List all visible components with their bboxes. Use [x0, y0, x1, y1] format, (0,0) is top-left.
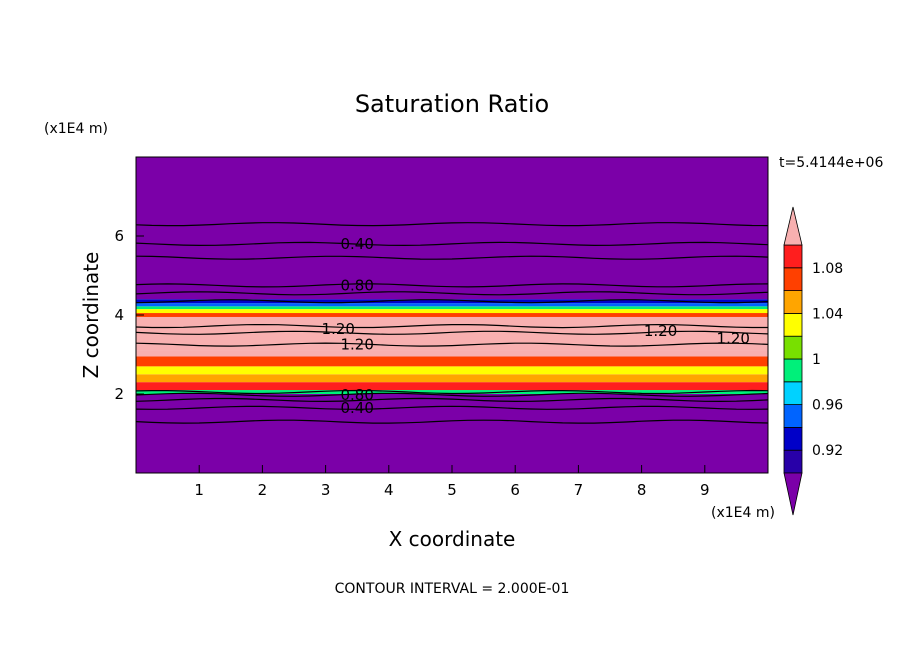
y-axis: 2 4 6 — [114, 227, 144, 403]
colorbar-tick-0.92: 0.92 — [812, 443, 843, 459]
band-1 — [136, 390, 768, 394]
colorbar-tick-1: 1 — [812, 352, 821, 368]
contour-line-1 — [135, 405, 769, 410]
colorbar-top-arrow — [783, 206, 803, 246]
band-6 — [136, 350, 768, 357]
colorbar-box-2 — [783, 404, 803, 428]
contour-line-5 — [135, 342, 769, 347]
colorbar-tick-1.04: 1.04 — [812, 306, 843, 322]
contour-line-2 — [135, 397, 769, 403]
contour-line-7 — [135, 323, 768, 329]
contour-label-1: 0.80 — [340, 276, 373, 294]
contour-line-8 — [135, 299, 769, 304]
colorbar-bottom-arrow — [783, 472, 803, 516]
contour-labels: 0.400.801.201.201.20 1.200.800.40 — [322, 235, 750, 417]
band-5 — [136, 356, 768, 367]
band-13 — [136, 157, 768, 300]
x-tick-label-9: 9 — [700, 481, 710, 499]
x-tick-label-6: 6 — [510, 481, 520, 499]
x-axis-label: X coordinate — [389, 527, 516, 551]
contour-line-13 — [135, 222, 769, 227]
x-tick-label-5: 5 — [447, 481, 457, 499]
contour-interval-label: CONTOUR INTERVAL = 2.000E-01 — [335, 581, 570, 597]
contour-label-3: 1.20 — [340, 336, 373, 354]
contour-line-9 — [135, 291, 769, 296]
contour-line-6 — [135, 330, 769, 335]
band-12 — [136, 299, 768, 304]
plot-area — [136, 157, 768, 473]
time-label: t=5.4144e+06 — [779, 155, 883, 171]
y-axis-label: Z coordinate — [79, 252, 103, 379]
x-tick-label-7: 7 — [574, 481, 584, 499]
contour-label-2: 1.20 — [322, 320, 355, 338]
colorbar-box-5 — [783, 335, 803, 360]
contour-line-12 — [135, 241, 769, 247]
colorbar-box-4 — [783, 358, 803, 383]
contour-line-10 — [135, 283, 769, 288]
contour-line-3 — [135, 392, 769, 397]
x-tick-label-8: 8 — [637, 481, 647, 499]
colorbar: 0.92 0.96 1 1.04 1.08 — [783, 206, 843, 516]
contour-label-4: 1.20 — [644, 322, 677, 340]
chart-title: Saturation Ratio — [355, 90, 549, 118]
x-tick-label-2: 2 — [258, 481, 268, 499]
contour-label-0: 0.40 — [340, 235, 373, 253]
y-tick-label-4: 4 — [114, 306, 124, 324]
band-8 — [136, 313, 768, 317]
contour-label-7: 0.40 — [340, 399, 373, 417]
band-10 — [136, 306, 768, 310]
band-2 — [136, 382, 768, 391]
colorbar-box-8 — [783, 267, 803, 291]
band-3 — [136, 374, 768, 383]
colorbar-box-6 — [783, 312, 803, 337]
colorbar-box-1 — [783, 426, 803, 451]
colorbar-box-7 — [783, 290, 803, 314]
colorbar-box-3 — [783, 381, 803, 405]
y-units-label: (x1E4 m) — [44, 121, 108, 137]
y-tick-label-2: 2 — [114, 385, 124, 403]
colorbar-tick-1.08: 1.08 — [812, 261, 843, 277]
x-tick-label-1: 1 — [194, 481, 204, 499]
x-tick-label-4: 4 — [384, 481, 394, 499]
band-0 — [136, 394, 768, 473]
band-4 — [136, 366, 768, 375]
contour-lines — [135, 222, 769, 424]
colorbar-tick-0.96: 0.96 — [812, 398, 843, 414]
colorbar-box-9 — [783, 244, 803, 269]
y-tick-label-6: 6 — [114, 227, 124, 245]
x-units-label: (x1E4 m) — [711, 505, 775, 521]
x-tick-label-3: 3 — [321, 481, 331, 499]
contour-label-6: 0.80 — [340, 386, 373, 404]
contour-line-0 — [135, 419, 769, 424]
contour-line-11 — [135, 255, 769, 260]
contour-label-5: 1.20 — [717, 330, 750, 348]
band-9 — [136, 309, 768, 314]
contour-line-4 — [135, 389, 769, 395]
colorbar-box-0 — [783, 449, 803, 474]
band-11 — [136, 303, 768, 307]
x-axis: 1 2 3 4 5 6 7 8 9 — [194, 465, 710, 499]
